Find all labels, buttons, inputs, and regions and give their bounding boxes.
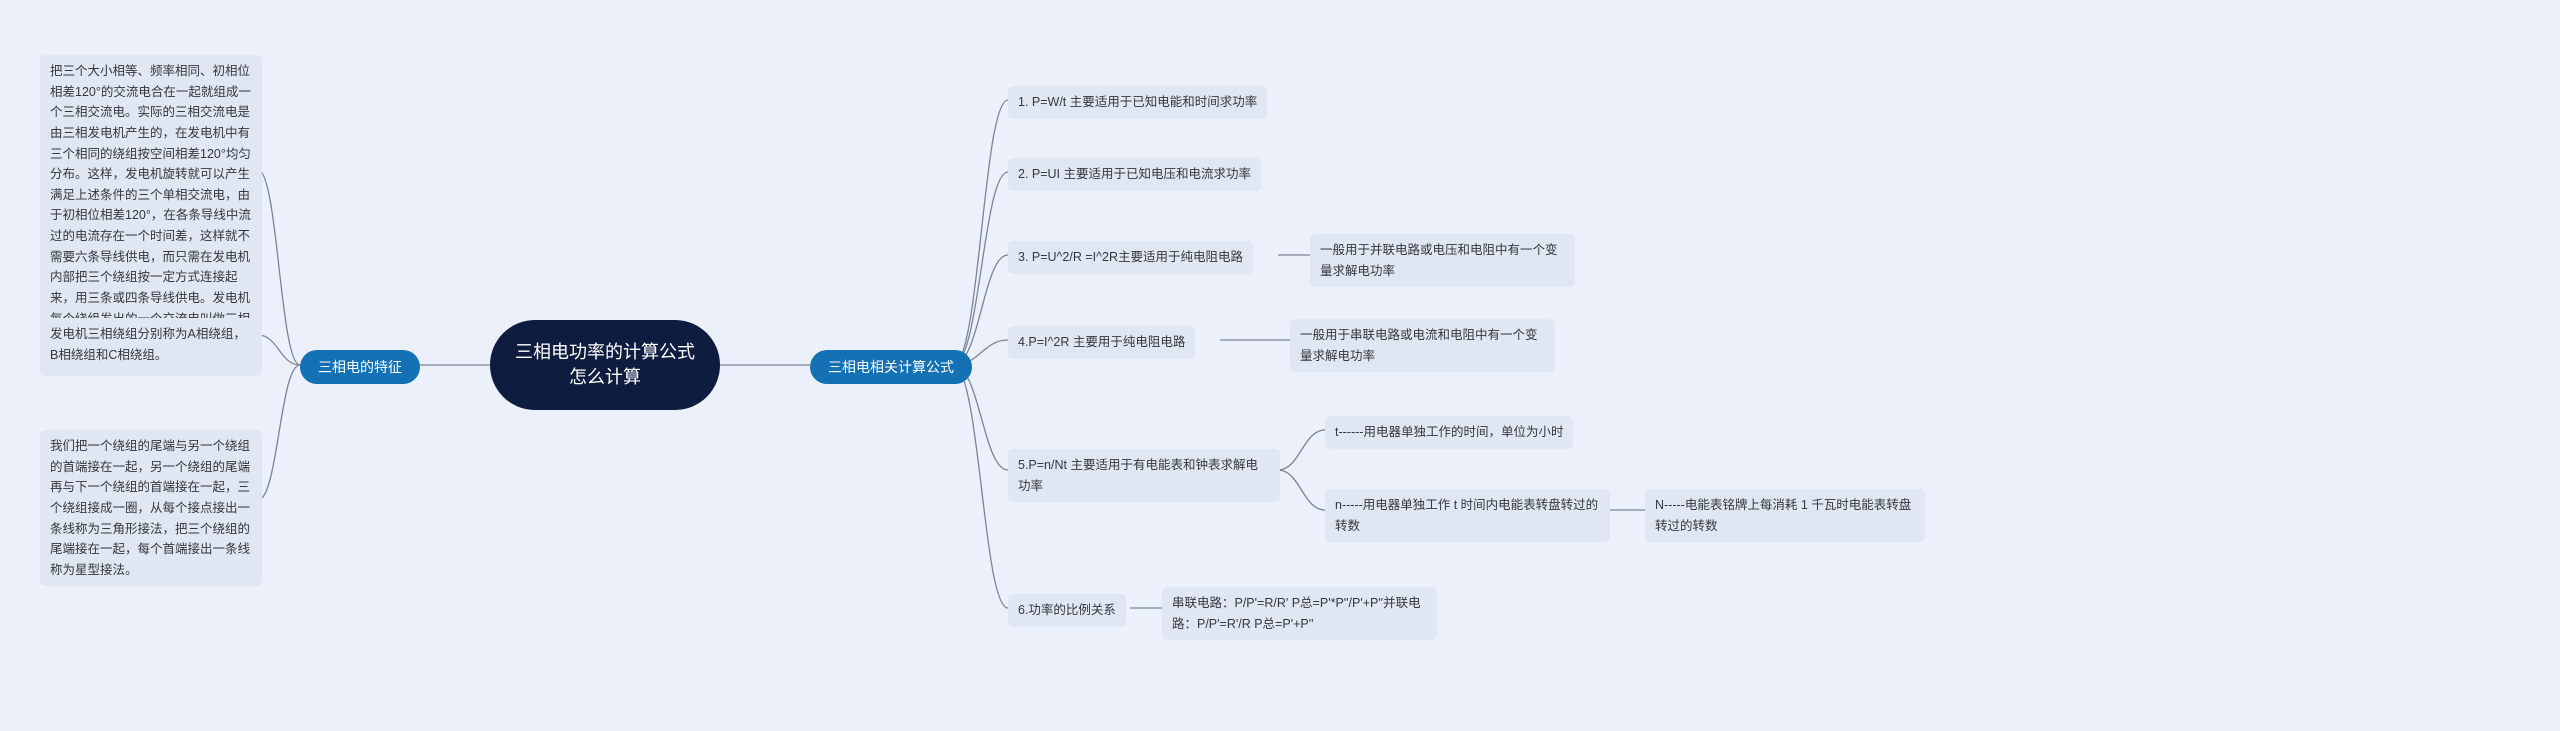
r-item-3: 3. P=U^2/R =I^2R主要适用于纯电阻电路 <box>1008 241 1253 274</box>
r-item-6-sub: 串联电路：P/P'=R/R' P总=P'*P''/P'+P''并联电路：P/P'… <box>1162 587 1437 640</box>
r-item-2: 2. P=UI 主要适用于已知电压和电流求功率 <box>1008 158 1261 191</box>
r-item-1-text: 1. P=W/t 主要适用于已知电能和时间求功率 <box>1018 95 1257 109</box>
r-item-6: 6.功率的比例关系 <box>1008 594 1126 627</box>
r-item-5-s1: t------用电器单独工作的时间，单位为小时 <box>1325 416 1573 449</box>
left-leaf-3: 我们把一个绕组的尾端与另一个绕组的首端接在一起，另一个绕组的尾端再与下一个绕组的… <box>40 430 262 586</box>
r-item-5-s2b: N-----电能表铭牌上每消耗 1 千瓦时电能表转盘转过的转数 <box>1645 489 1925 542</box>
left-branch-text: 三相电的特征 <box>318 357 402 377</box>
r-item-5: 5.P=n/Nt 主要适用于有电能表和钟表求解电功率 <box>1008 449 1280 502</box>
r-item-3-text: 3. P=U^2/R =I^2R主要适用于纯电阻电路 <box>1018 250 1243 264</box>
r-item-4-text: 4.P=I^2R 主要用于纯电阻电路 <box>1018 335 1185 349</box>
right-branch: 三相电相关计算公式 <box>810 350 972 384</box>
r-item-5-s2: n-----用电器单独工作 t 时间内电能表转盘转过的转数 <box>1325 489 1610 542</box>
r-item-4-sub: 一般用于串联电路或电流和电阻中有一个变量求解电功率 <box>1290 319 1555 372</box>
r-item-5-text: 5.P=n/Nt 主要适用于有电能表和钟表求解电功率 <box>1018 458 1258 493</box>
r-item-5-s2-text: n-----用电器单独工作 t 时间内电能表转盘转过的转数 <box>1335 498 1598 533</box>
left-leaf-2: 发电机三相绕组分别称为A相绕组，B相绕组和C相绕组。 <box>40 318 262 371</box>
left-branch: 三相电的特征 <box>300 350 420 384</box>
r-item-5-s1-text: t------用电器单独工作的时间，单位为小时 <box>1335 425 1563 439</box>
r-item-3-sub-text: 一般用于并联电路或电压和电阻中有一个变量求解电功率 <box>1320 243 1558 278</box>
r-item-4: 4.P=I^2R 主要用于纯电阻电路 <box>1008 326 1195 359</box>
r-item-2-text: 2. P=UI 主要适用于已知电压和电流求功率 <box>1018 167 1251 181</box>
root-node: 三相电功率的计算公式 怎么计算 <box>490 320 720 410</box>
left-leaf-3-text: 我们把一个绕组的尾端与另一个绕组的首端接在一起，另一个绕组的尾端再与下一个绕组的… <box>50 439 250 577</box>
r-item-3-sub: 一般用于并联电路或电压和电阻中有一个变量求解电功率 <box>1310 234 1575 287</box>
r-item-1: 1. P=W/t 主要适用于已知电能和时间求功率 <box>1008 86 1267 119</box>
left-leaf-2-text: 发电机三相绕组分别称为A相绕组，B相绕组和C相绕组。 <box>50 327 246 362</box>
right-branch-text: 三相电相关计算公式 <box>828 357 954 377</box>
r-item-5-s2b-text: N-----电能表铭牌上每消耗 1 千瓦时电能表转盘转过的转数 <box>1655 498 1911 533</box>
r-item-4-sub-text: 一般用于串联电路或电流和电阻中有一个变量求解电功率 <box>1300 328 1538 363</box>
r-item-6-text: 6.功率的比例关系 <box>1018 603 1116 617</box>
r-item-6-sub-text: 串联电路：P/P'=R/R' P总=P'*P''/P'+P''并联电路：P/P'… <box>1172 596 1421 631</box>
root-text: 三相电功率的计算公式 怎么计算 <box>512 340 698 390</box>
